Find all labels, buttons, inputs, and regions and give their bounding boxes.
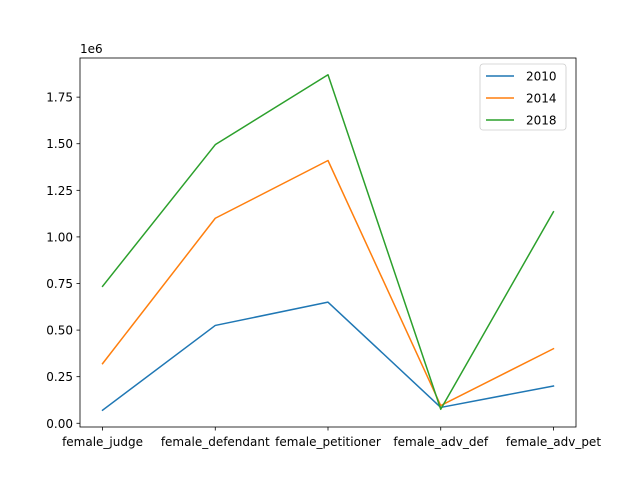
legend-label-2014: 2014: [526, 92, 557, 106]
x-tick-label: female_judge: [62, 435, 143, 449]
y-tick-label: 0.50: [46, 324, 73, 338]
y-axis-offset-label: 1e6: [80, 42, 103, 56]
series-line-2014: [101, 159, 555, 407]
series-line-2018: [101, 74, 555, 411]
legend-label-2018: 2018: [526, 114, 557, 128]
legend-box: [479, 63, 567, 131]
x-tick-label: female_adv_pet: [506, 435, 601, 449]
y-tick-label: 0.00: [46, 417, 73, 431]
x-tick-label: female_adv_def: [393, 435, 488, 449]
series-lines: [101, 74, 555, 412]
y-tick-label: 0.25: [46, 370, 73, 384]
legend: 2010 2014 2018: [479, 63, 567, 131]
x-tick-label: female_defendant: [161, 435, 270, 449]
y-tick-label: 1.75: [46, 91, 73, 105]
y-tick-label: 1.25: [46, 184, 73, 198]
legend-label-2010: 2010: [526, 70, 557, 84]
axes: 0.00 0.25 0.50 0.75 1.00 1.25 1.50 1.75 female_j…: [46, 57, 601, 449]
y-tick-label: 1.50: [46, 137, 73, 151]
series-line-2010: [101, 301, 555, 412]
y-tick-label: 1.00: [46, 230, 73, 244]
y-tick-label: 0.75: [46, 277, 73, 291]
x-tick-label: female_petitioner: [275, 435, 381, 449]
